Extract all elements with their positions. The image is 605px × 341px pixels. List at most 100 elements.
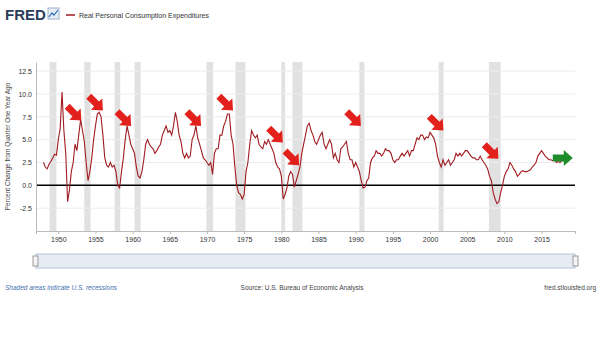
grid-line (36, 162, 575, 163)
x-tick-label: 1970 (200, 236, 216, 243)
logo-icon-box (48, 8, 59, 19)
x-tick-label: 1950 (51, 236, 67, 243)
logo-icon-line (49, 10, 58, 17)
recession-band (135, 62, 141, 231)
x-tick-mark (467, 231, 468, 234)
y-tick: 5.0 (22, 136, 36, 143)
x-tick-mark (542, 231, 543, 234)
arrows (62, 91, 573, 171)
y-axis: -2.5 0.0 2.5 5.0 7.5 10.0 12.5 (18, 63, 36, 232)
x-tick: 1970 (200, 231, 216, 243)
x-tick-label: 1990 (348, 236, 364, 243)
source: Source: U.S. Bureau of Economic Analysis (241, 284, 365, 292)
chart: -2.5 0.0 2.5 5.0 7.5 10.0 12.5 1950 1955 1960 1965… (0, 0, 605, 341)
x-tick-label: 1975 (237, 236, 253, 243)
y-tick-label: -2.5 (20, 205, 32, 212)
recession-band (115, 62, 121, 231)
x-tick-mark (133, 231, 134, 234)
y-tick-label: 12.5 (18, 68, 32, 75)
arrow (111, 106, 136, 131)
legend-swatch (66, 14, 75, 16)
x-tick-label: 1995 (386, 236, 402, 243)
x-tick-mark (356, 231, 357, 234)
x-tick-mark (504, 231, 505, 234)
grid-line (36, 93, 575, 94)
x-tick-label: 1980 (274, 236, 290, 243)
series-line (43, 92, 567, 203)
x-tick: 1960 (125, 231, 141, 243)
x-tick: 2015 (534, 231, 550, 243)
x-tick-mark (393, 231, 394, 234)
x-tick-label: 2000 (423, 236, 439, 243)
x-tick: 1990 (348, 231, 364, 243)
arrow (553, 150, 573, 166)
y-tick: 10.0 (18, 91, 36, 98)
navigator-handle[interactable] (573, 256, 578, 266)
x-tick-label: 1965 (163, 236, 179, 243)
legend: Real Personal Consumption Expenditures (66, 12, 209, 20)
x-tick-mark (244, 231, 245, 234)
recession-band (439, 62, 444, 231)
x-tick-label: 1955 (88, 236, 104, 243)
arrow (213, 91, 238, 116)
y-tick: 7.5 (22, 114, 36, 121)
x-axis: 1950 1955 1960 1965 1970 1975 1980 1985 1990 1995… (37, 231, 576, 243)
recession-band (292, 62, 302, 231)
x-tick-mark (207, 231, 208, 234)
x-tick-label: 2015 (534, 236, 550, 243)
x-tick: 1950 (51, 231, 67, 243)
x-tick-label: 2005 (460, 236, 476, 243)
x-tick-label: 1960 (125, 236, 141, 243)
logo-icon (48, 8, 59, 19)
recession-band (359, 62, 364, 231)
x-tick-label: 2010 (497, 236, 513, 243)
recession-band (281, 62, 285, 231)
legend-label: Real Personal Consumption Expenditures (79, 12, 209, 20)
y-tick-label: 5.0 (22, 136, 32, 143)
x-tick: 1995 (386, 231, 402, 243)
logo: FRED (5, 6, 46, 23)
x-tick: 2000 (423, 231, 439, 243)
x-tick-mark (95, 231, 96, 234)
range-navigator (33, 254, 578, 268)
grid-line (36, 71, 575, 72)
y-tick: 0.0 (22, 182, 36, 189)
y-tick: -2.5 (20, 205, 36, 212)
navigator-track[interactable] (36, 254, 575, 268)
x-tick: 1955 (88, 231, 104, 243)
x-tick: 1980 (274, 231, 290, 243)
arrow (341, 106, 366, 131)
x-tick-mark (319, 231, 320, 234)
recession-band (235, 62, 245, 231)
x-tick-mark (170, 231, 171, 234)
y-tick: 2.5 (22, 159, 36, 166)
grid-line (36, 208, 575, 209)
y-tick: 12.5 (18, 68, 36, 75)
x-tick: 1985 (311, 231, 327, 243)
y-tick-label: 10.0 (18, 91, 32, 98)
y-axis-title: Percent Change from Quarter One Year Ago (4, 82, 12, 210)
arrow (62, 101, 87, 126)
x-tick-mark (430, 231, 431, 234)
x-tick: 1965 (163, 231, 179, 243)
y-tick-label: 2.5 (22, 159, 32, 166)
plot-area (36, 62, 575, 231)
arrow (181, 106, 206, 131)
x-tick-mark (281, 231, 282, 234)
arrow (279, 145, 304, 170)
recession-band (206, 62, 213, 231)
navigator-handle[interactable] (33, 256, 38, 266)
reference-line (36, 185, 575, 187)
y-tick-label: 7.5 (22, 114, 32, 121)
url: fred.stlouisfed.org (544, 284, 596, 292)
arrow (263, 123, 288, 148)
grid-line (36, 185, 575, 186)
x-tick: 1975 (237, 231, 253, 243)
x-axis-line (37, 232, 576, 235)
x-tick-mark (58, 231, 59, 234)
arrow (424, 111, 449, 136)
y-axis-line (36, 63, 37, 232)
arrow (479, 139, 504, 164)
x-tick: 2005 (460, 231, 476, 243)
recession-band (50, 62, 57, 231)
